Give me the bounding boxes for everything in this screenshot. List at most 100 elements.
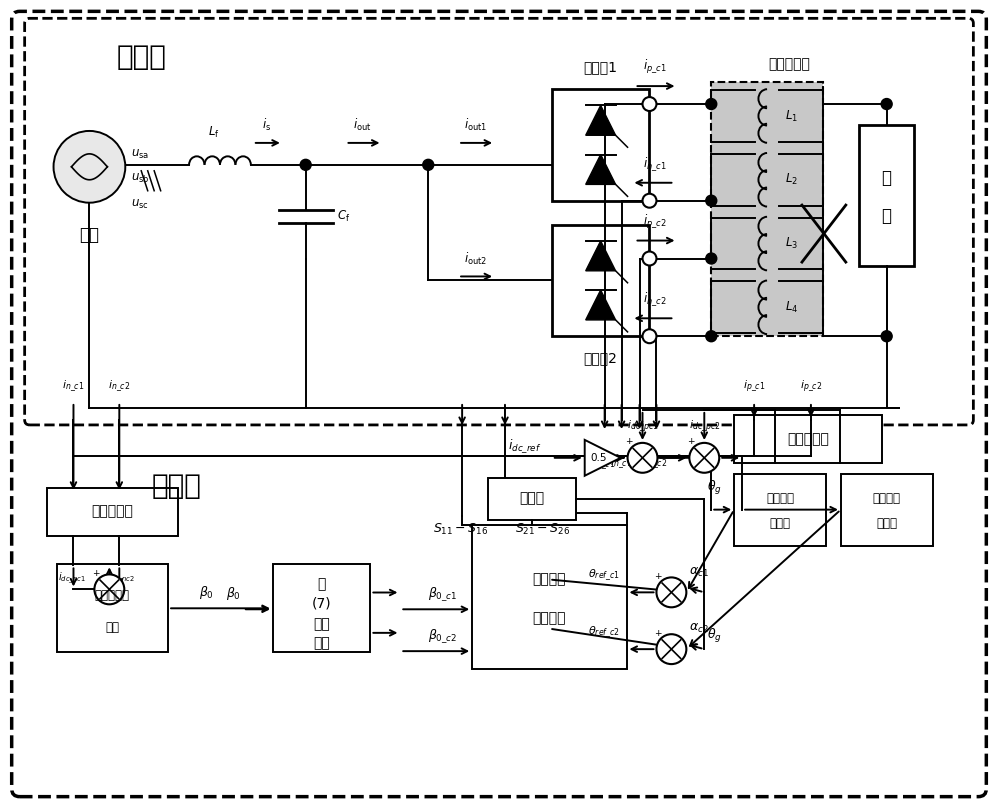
Text: +: + bbox=[92, 569, 99, 578]
Text: $\beta_0$: $\beta_0$ bbox=[226, 585, 241, 602]
Text: 主电路: 主电路 bbox=[116, 43, 166, 71]
Text: 0.5: 0.5 bbox=[590, 452, 607, 463]
Text: 式: 式 bbox=[317, 577, 326, 591]
Text: $i_{dc\_pc1}$: $i_{dc\_pc1}$ bbox=[627, 418, 658, 434]
Circle shape bbox=[54, 131, 125, 203]
Circle shape bbox=[643, 251, 656, 266]
Text: $\beta_{0\_c1}$: $\beta_{0\_c1}$ bbox=[428, 586, 458, 604]
Circle shape bbox=[656, 578, 686, 608]
Text: $\theta_{ref\_c2}$: $\theta_{ref\_c2}$ bbox=[588, 625, 620, 640]
Text: 所示: 所示 bbox=[313, 617, 330, 631]
Text: $i_{p\_c2}$: $i_{p\_c2}$ bbox=[800, 378, 822, 393]
Text: $L_1$: $L_1$ bbox=[785, 108, 798, 124]
Circle shape bbox=[706, 330, 717, 342]
Text: $i_{\rm s}$: $i_{\rm s}$ bbox=[262, 117, 271, 133]
Text: $i_{n\_c1}$: $i_{n\_c1}$ bbox=[62, 378, 85, 393]
Circle shape bbox=[706, 196, 717, 206]
Bar bbox=[273, 565, 370, 652]
Bar bbox=[859, 125, 914, 267]
Text: $\theta_{ref\_c1}$: $\theta_{ref\_c1}$ bbox=[588, 568, 620, 583]
Text: $\beta_0$: $\beta_0$ bbox=[199, 584, 214, 601]
Circle shape bbox=[706, 253, 717, 264]
Text: $L_{\rm f}$: $L_{\rm f}$ bbox=[208, 125, 220, 141]
Bar bbox=[472, 524, 627, 669]
FancyBboxPatch shape bbox=[25, 19, 973, 425]
Text: +: + bbox=[625, 437, 632, 446]
Text: 控制器: 控制器 bbox=[151, 472, 201, 499]
Text: $\theta_g$: $\theta_g$ bbox=[707, 627, 722, 646]
Text: $i_{n\_c1}$: $i_{n\_c1}$ bbox=[643, 155, 666, 173]
Text: 载: 载 bbox=[881, 207, 891, 225]
Bar bbox=[47, 488, 178, 536]
Text: $i_{p\_c2}$: $i_{p\_c2}$ bbox=[628, 456, 651, 472]
Text: 产生模块: 产生模块 bbox=[533, 612, 566, 625]
Text: $i_{n\_c2}$: $i_{n\_c2}$ bbox=[645, 456, 668, 471]
Text: $i_{p\_c1}$: $i_{p\_c1}$ bbox=[743, 378, 765, 393]
FancyBboxPatch shape bbox=[12, 11, 986, 797]
Text: $i_{p\_c1}$: $i_{p\_c1}$ bbox=[643, 58, 666, 76]
Text: $i_{p\_c2}$: $i_{p\_c2}$ bbox=[643, 213, 666, 231]
Bar bbox=[552, 89, 649, 200]
Text: $L_4$: $L_4$ bbox=[785, 300, 798, 315]
Text: $\beta_{0\_c2}$: $\beta_{0\_c2}$ bbox=[428, 628, 458, 645]
Polygon shape bbox=[586, 154, 616, 184]
Circle shape bbox=[706, 99, 717, 110]
Text: $i_{\rm out2}$: $i_{\rm out2}$ bbox=[464, 250, 488, 267]
Circle shape bbox=[881, 99, 892, 110]
Text: 开关信号: 开关信号 bbox=[533, 573, 566, 587]
Bar bbox=[711, 82, 823, 336]
Text: (7): (7) bbox=[312, 597, 331, 611]
Text: $\alpha_{c1}$: $\alpha_{c1}$ bbox=[689, 566, 709, 579]
Text: $L_2$: $L_2$ bbox=[785, 172, 798, 187]
Text: $i_{n\_c2}$: $i_{n\_c2}$ bbox=[108, 378, 130, 393]
Text: 负: 负 bbox=[881, 169, 891, 187]
Text: 比例积分控: 比例积分控 bbox=[95, 589, 130, 602]
Text: $S_{21}-S_{26}$: $S_{21}-S_{26}$ bbox=[515, 522, 570, 537]
Polygon shape bbox=[586, 290, 616, 320]
Bar bbox=[734, 415, 882, 463]
Circle shape bbox=[423, 159, 434, 170]
Text: 低通滤波器: 低通滤波器 bbox=[787, 432, 829, 446]
Text: $i_{\rm out}$: $i_{\rm out}$ bbox=[353, 117, 372, 133]
Text: $i_{n\_c2}$: $i_{n\_c2}$ bbox=[643, 291, 666, 309]
Text: $i_{dc\_nc1}$: $i_{dc\_nc1}$ bbox=[58, 570, 85, 586]
Text: $i_{dc\_nc2}$: $i_{dc\_nc2}$ bbox=[107, 570, 135, 586]
Text: $i_{\rm out1}$: $i_{\rm out1}$ bbox=[464, 117, 488, 133]
Bar bbox=[57, 565, 168, 652]
Text: 直流电抗器: 直流电抗器 bbox=[768, 57, 810, 71]
Text: $u_{\rm sb}$: $u_{\rm sb}$ bbox=[131, 172, 150, 185]
Bar bbox=[488, 478, 576, 520]
Text: +: + bbox=[687, 437, 694, 446]
Bar bbox=[734, 473, 826, 545]
Text: 锁相环: 锁相环 bbox=[519, 492, 544, 506]
Text: $i_{p\_c1}$: $i_{p\_c1}$ bbox=[593, 456, 616, 472]
Text: 整流器2: 整流器2 bbox=[584, 351, 618, 365]
Text: $u_{\rm sc}$: $u_{\rm sc}$ bbox=[131, 198, 149, 211]
Text: 制器: 制器 bbox=[105, 621, 119, 634]
Bar bbox=[841, 473, 933, 545]
Circle shape bbox=[643, 329, 656, 343]
Text: $L_3$: $L_3$ bbox=[785, 236, 798, 251]
Text: $S_{11}-S_{16}$: $S_{11}-S_{16}$ bbox=[433, 522, 488, 537]
Circle shape bbox=[643, 97, 656, 111]
Text: 低通滤波器: 低通滤波器 bbox=[91, 505, 133, 519]
Circle shape bbox=[628, 443, 657, 473]
Polygon shape bbox=[585, 440, 621, 476]
Text: $i_{dc\_ref}$: $i_{dc\_ref}$ bbox=[508, 437, 542, 455]
Text: 比例积分: 比例积分 bbox=[873, 492, 901, 505]
Text: 电网: 电网 bbox=[79, 225, 99, 243]
Polygon shape bbox=[586, 105, 616, 135]
Text: 整流器1: 整流器1 bbox=[584, 60, 618, 74]
Text: +: + bbox=[654, 572, 661, 581]
Text: $i_{dc\_pc2}$: $i_{dc\_pc2}$ bbox=[689, 418, 720, 434]
Text: $C_{\rm f}$: $C_{\rm f}$ bbox=[337, 209, 350, 224]
Text: $\alpha_{c2}$: $\alpha_{c2}$ bbox=[689, 622, 709, 635]
Bar bbox=[552, 225, 649, 336]
Text: 规则: 规则 bbox=[313, 637, 330, 650]
Text: $i_{n\_c1}$: $i_{n\_c1}$ bbox=[610, 456, 633, 471]
Circle shape bbox=[881, 330, 892, 342]
Circle shape bbox=[94, 574, 124, 604]
Polygon shape bbox=[586, 241, 616, 271]
Text: +: + bbox=[654, 629, 661, 638]
Circle shape bbox=[689, 443, 719, 473]
